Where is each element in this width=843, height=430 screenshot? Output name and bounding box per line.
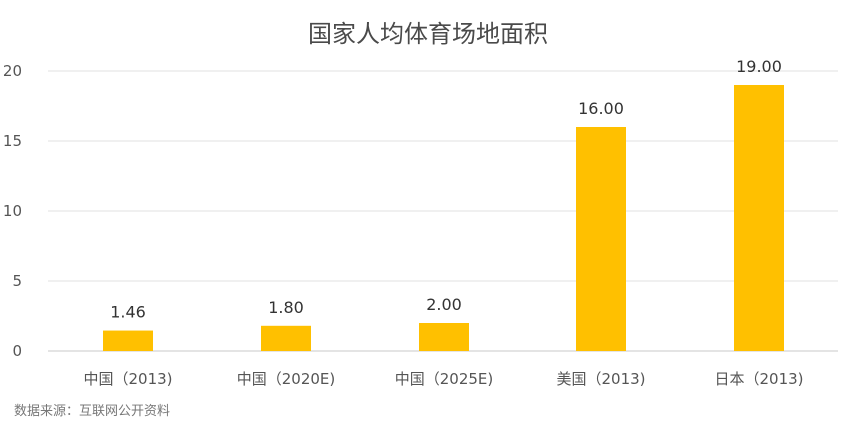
x-tick-label: 中国（2020E) — [237, 370, 336, 388]
y-tick-label: 10 — [3, 202, 22, 220]
bar — [734, 85, 784, 351]
bar — [261, 325, 311, 351]
data-label: 2.00 — [426, 295, 462, 314]
bar — [419, 323, 469, 351]
x-axis-ticks: 中国（2013) 中国（2020E) 中国（2025E) 美国（2013) 日本（201… — [83, 370, 803, 388]
x-tick-label: 中国（2025E) — [395, 370, 494, 388]
y-tick-label: 20 — [3, 62, 22, 80]
chart-title: 国家人均体育场地面积 — [308, 20, 548, 48]
x-tick-label: 中国（2013) — [83, 370, 172, 388]
data-label: 16.00 — [578, 99, 624, 118]
data-label: 19.00 — [736, 57, 782, 76]
bars — [103, 85, 784, 351]
bar — [103, 330, 153, 351]
x-tick-label: 日本（2013) — [714, 370, 803, 388]
x-tick-label: 美国（2013) — [556, 370, 645, 388]
source-note: 数据来源：互联网公开资料 — [14, 404, 171, 419]
data-label: 1.46 — [110, 303, 146, 322]
y-tick-label: 0 — [12, 342, 22, 360]
data-labels: 1.46 1.80 2.00 16.00 19.00 — [110, 57, 782, 322]
bar — [576, 127, 626, 351]
gridlines — [48, 70, 838, 352]
y-tick-label: 15 — [3, 132, 22, 150]
y-tick-label: 5 — [12, 272, 22, 290]
y-axis-ticks: 0 5 10 15 20 — [3, 62, 22, 360]
data-label: 1.80 — [268, 298, 304, 317]
